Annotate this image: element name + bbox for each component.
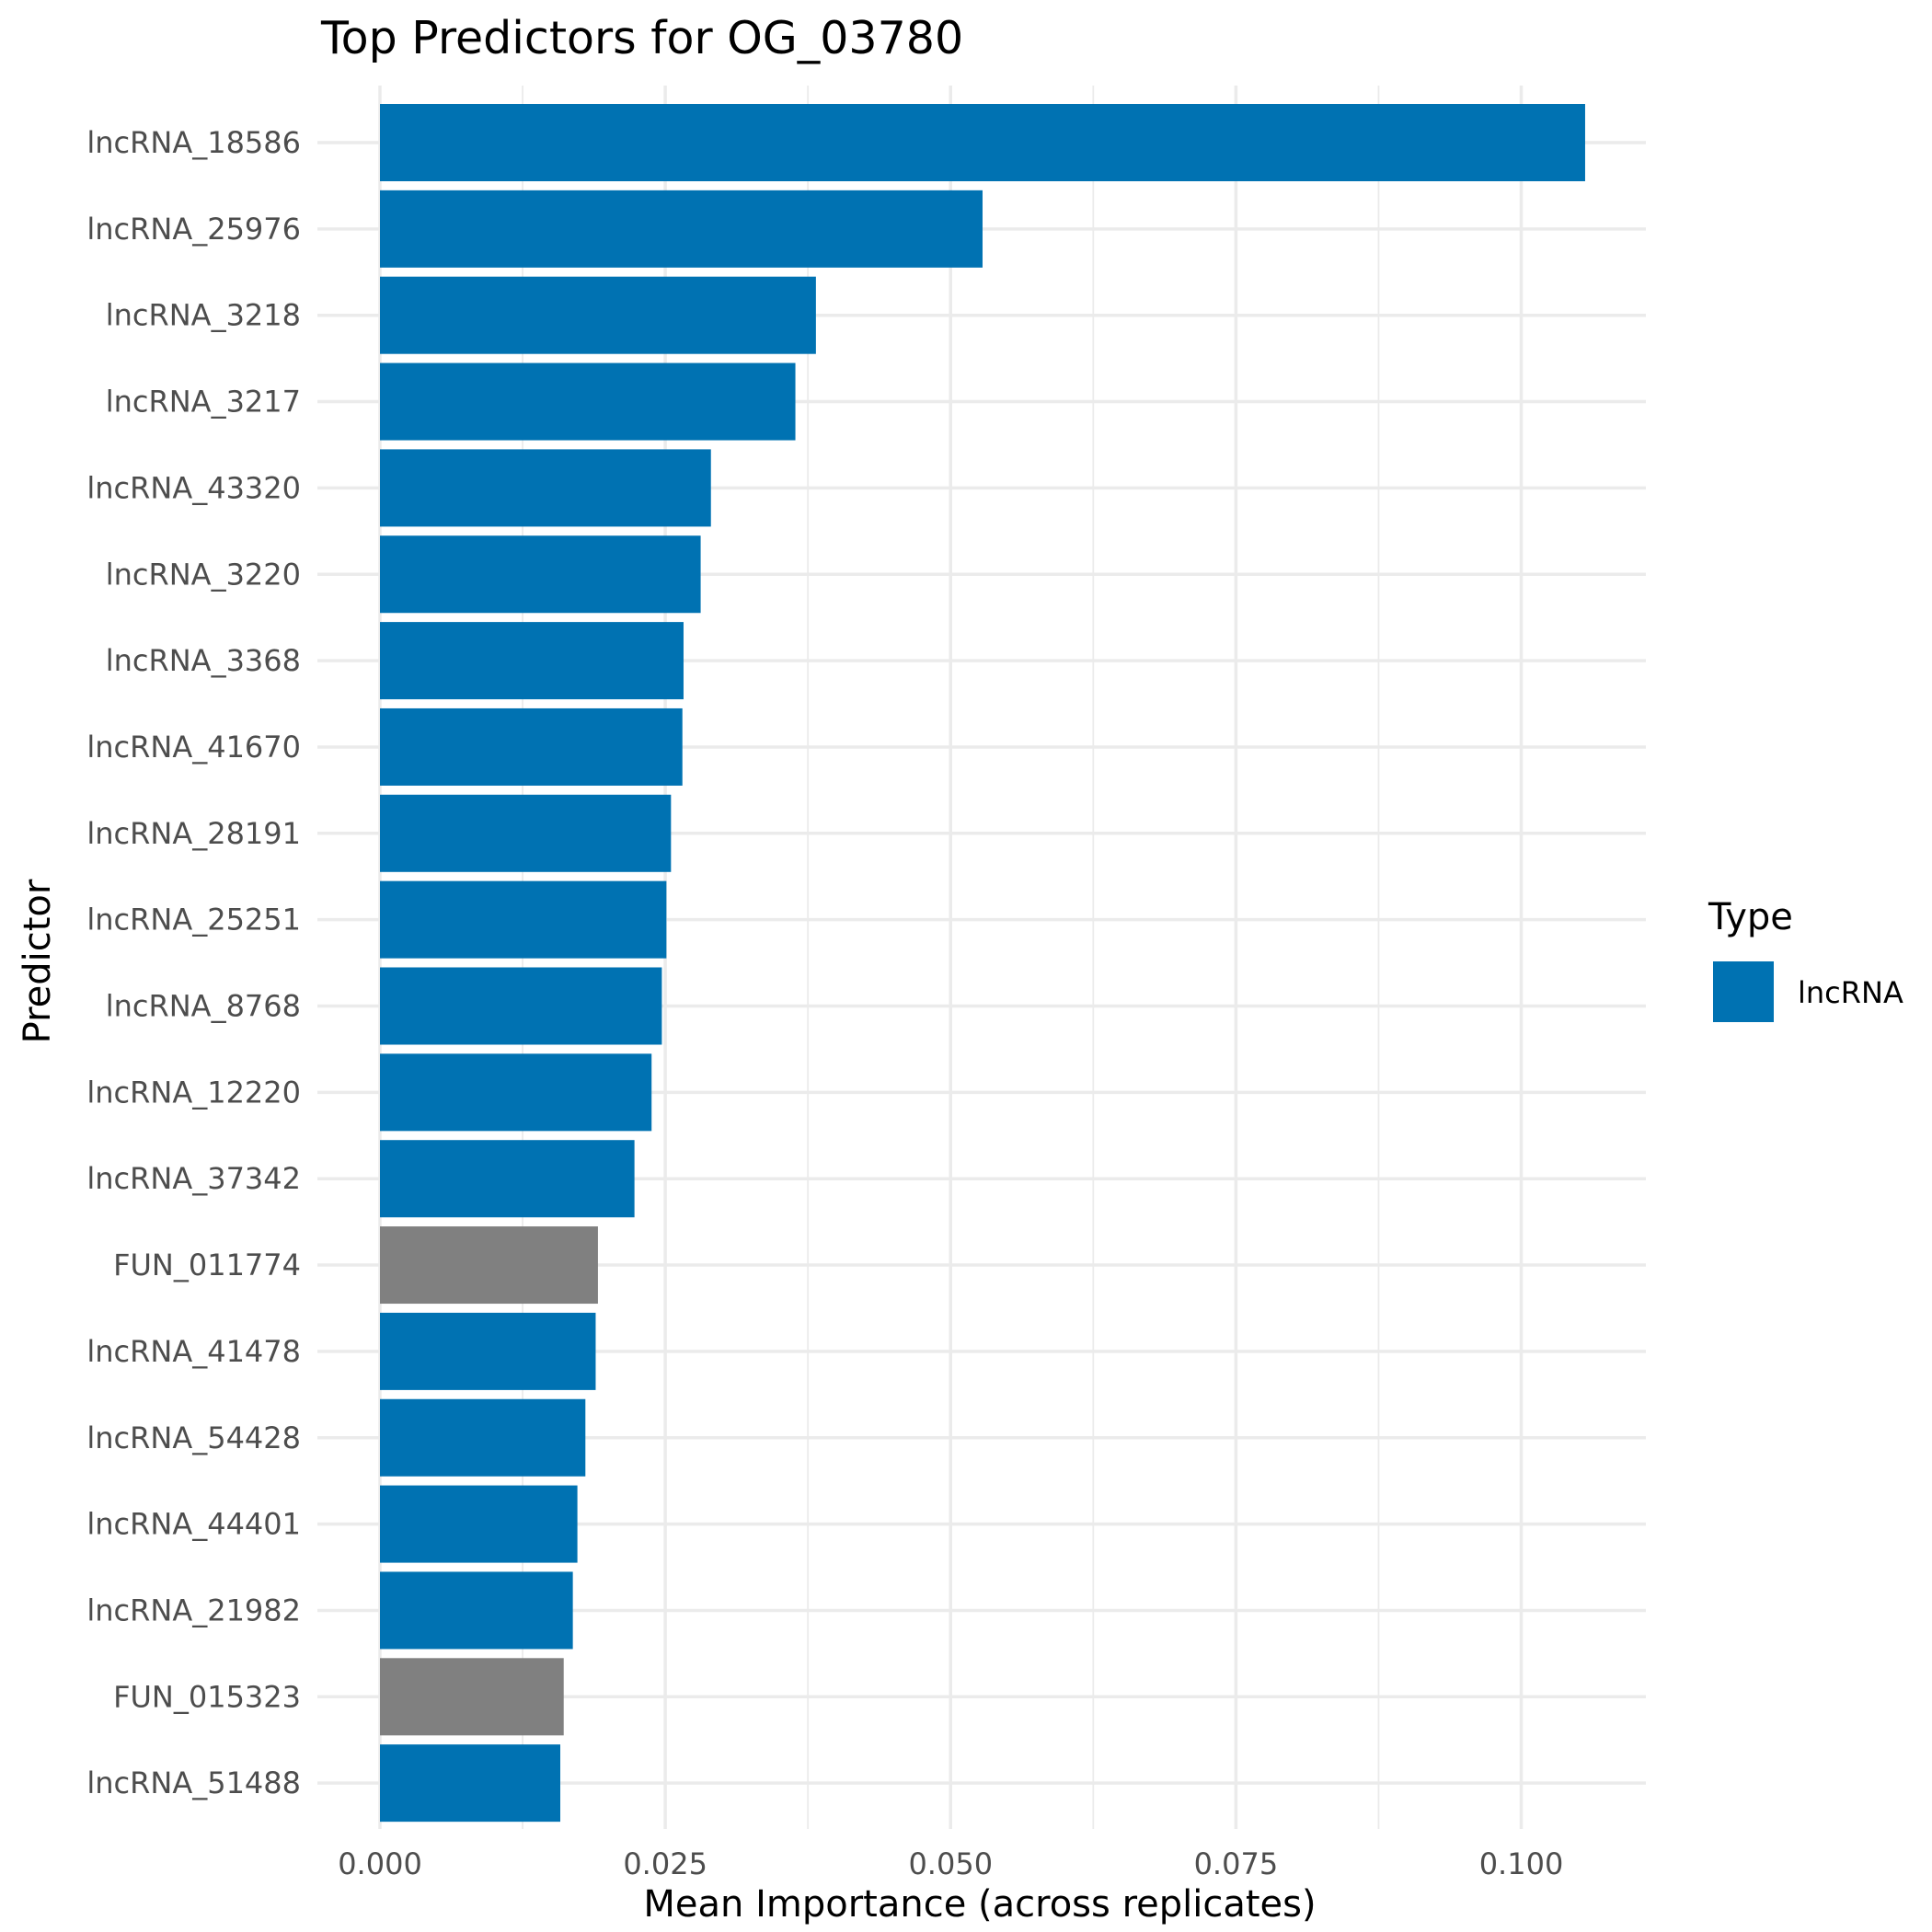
bar-lncrna-3217 (380, 362, 796, 441)
bar-lncrna-54428 (380, 1398, 586, 1477)
x-tick-label: 0.100 (1479, 1846, 1564, 1881)
y-tick-label: lncRNA_3220 (106, 557, 301, 592)
bar-fun-011774 (380, 1226, 598, 1305)
bar-lncrna-3220 (380, 535, 701, 614)
chart-title: Top Predictors for OG_03780 (320, 12, 963, 64)
bar-lncrna-28191 (380, 794, 672, 872)
y-axis-title: Predictor (17, 879, 59, 1043)
legend: Type lncRNA (1708, 896, 1903, 1022)
bar-lncrna-41478 (380, 1312, 596, 1390)
y-tick-label: lncRNA_25251 (86, 903, 301, 937)
bar-lncrna-41670 (380, 707, 683, 786)
bar-lncrna-8768 (380, 967, 662, 1045)
y-tick-label: lncRNA_8768 (106, 989, 301, 1024)
y-tick-label: lncRNA_12220 (86, 1075, 301, 1110)
y-tick-label: lncRNA_28191 (86, 816, 301, 851)
bar-lncrna-43320 (380, 449, 711, 527)
bar-lncrna-25251 (380, 880, 667, 959)
y-tick-label: lncRNA_3218 (106, 298, 301, 333)
bar-fun-015323 (380, 1658, 564, 1736)
y-tick-label: lncRNA_44401 (86, 1507, 301, 1542)
bar-lncrna-25976 (380, 190, 983, 268)
x-tick-label: 0.050 (908, 1846, 993, 1881)
bar-lncrna-44401 (380, 1485, 578, 1563)
y-tick-label: lncRNA_37342 (86, 1161, 301, 1196)
x-tick-label: 0.075 (1194, 1846, 1279, 1881)
x-tick-label: 0.025 (623, 1846, 707, 1881)
y-tick-label: lncRNA_18586 (86, 125, 301, 160)
legend-swatch-lncrna (1713, 961, 1774, 1022)
y-tick-label: lncRNA_25976 (86, 212, 301, 247)
y-tick-label: lncRNA_43320 (86, 470, 301, 505)
legend-label-lncrna: lncRNA (1798, 975, 1903, 1010)
bar-lncrna-3218 (380, 276, 816, 354)
y-tick-label: lncRNA_21982 (86, 1593, 301, 1627)
y-tick-label: lncRNA_54428 (86, 1420, 301, 1455)
y-tick-label: lncRNA_3217 (106, 385, 301, 420)
y-tick-label: lncRNA_3368 (106, 643, 301, 678)
y-tick-label: lncRNA_41670 (86, 730, 301, 765)
bar-lncrna-3368 (380, 622, 684, 700)
bar-lncrna-21982 (380, 1571, 573, 1650)
bar-lncrna-18586 (380, 104, 1585, 181)
y-tick-labels: lncRNA_18586 lncRNA_25976 lncRNA_3218 lncRN… (86, 125, 301, 1800)
bar-lncrna-37342 (380, 1140, 635, 1218)
y-tick-label: lncRNA_51488 (86, 1765, 301, 1800)
x-tick-label: 0.000 (338, 1846, 422, 1881)
y-tick-label: FUN_015323 (113, 1679, 301, 1714)
legend-title: Type (1708, 896, 1793, 938)
y-tick-label: lncRNA_41478 (86, 1334, 301, 1369)
bar-lncrna-12220 (380, 1053, 652, 1132)
bars (380, 104, 1585, 1823)
x-tick-labels: 0.000 0.025 0.050 0.075 0.100 (338, 1846, 1563, 1881)
bar-lncrna-51488 (380, 1744, 560, 1823)
y-tick-label: FUN_011774 (113, 1248, 301, 1282)
x-axis-title: Mean Importance (across replicates) (643, 1883, 1316, 1926)
